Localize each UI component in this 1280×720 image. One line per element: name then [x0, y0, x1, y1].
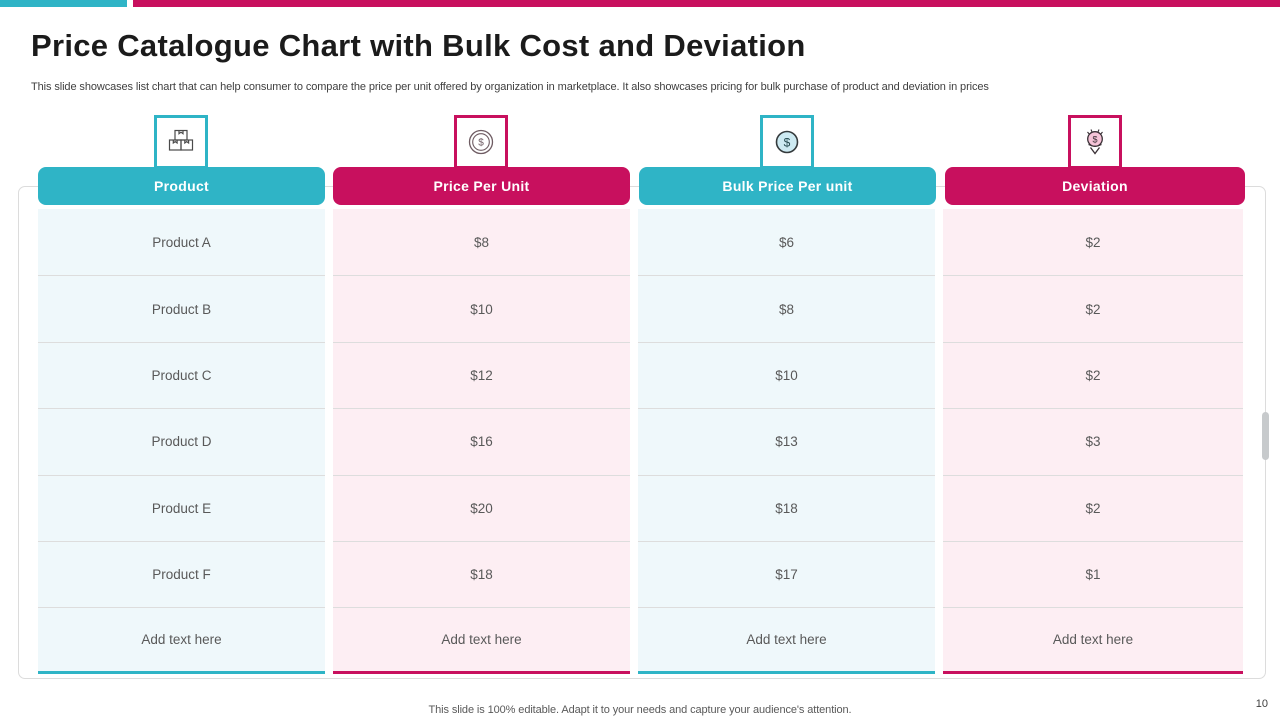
table-cell: $12	[333, 341, 630, 409]
table-cell: $17	[638, 540, 935, 608]
coin-dollar-icon: $	[454, 115, 508, 169]
slide-subtitle: This slide showcases list chart that can…	[31, 81, 989, 93]
table-cell: $2	[943, 474, 1243, 541]
column-header-product: Product	[38, 167, 325, 205]
placeholder-cell[interactable]: Add text here	[38, 607, 325, 674]
placeholder-cell[interactable]: Add text here	[333, 607, 630, 674]
table-cell: $20	[333, 474, 630, 541]
scrollbar-thumb[interactable]	[1262, 412, 1269, 460]
table-cell: Product B	[38, 275, 325, 342]
table-cell: Product C	[38, 341, 325, 409]
table-cell: $18	[333, 540, 630, 608]
column-header-label: Product	[154, 178, 209, 194]
column-header-label: Deviation	[1062, 178, 1128, 194]
top-accent-bar-pink	[133, 0, 1280, 7]
table-cell: Product D	[38, 408, 325, 475]
column-header-price-per-unit: Price Per Unit	[333, 167, 630, 205]
table-cell: $16	[333, 408, 630, 475]
table-cell: Product E	[38, 474, 325, 541]
placeholder-cell[interactable]: Add text here	[943, 607, 1243, 674]
table-cell: $2	[943, 209, 1243, 276]
table-cell: $3	[943, 408, 1243, 475]
dollar-glyph: $	[478, 138, 484, 149]
table-cell: $8	[638, 275, 935, 342]
page-title: Price Catalogue Chart with Bulk Cost and…	[31, 28, 806, 63]
table-cell: $1	[943, 540, 1243, 608]
column-header-label: Bulk Price Per unit	[722, 178, 853, 194]
dollar-circle-icon: $	[760, 115, 814, 169]
column-header-label: Price Per Unit	[433, 178, 530, 194]
price-drop-icon: $	[1068, 115, 1122, 169]
dollar-glyph: $	[1092, 135, 1097, 145]
placeholder-cell[interactable]: Add text here	[638, 607, 935, 674]
dollar-glyph: $	[784, 135, 791, 149]
page-number: 10	[1255, 698, 1268, 710]
table-cell: $10	[638, 341, 935, 409]
footer-note: This slide is 100% editable. Adapt it to…	[428, 704, 852, 716]
table-cell: $2	[943, 275, 1243, 342]
table-cell: $6	[638, 209, 935, 276]
product-boxes-icon	[154, 115, 208, 169]
price-table: Product A $8 $6 $2 Product B $10 $8 $2 P…	[38, 209, 1243, 674]
table-cell: Product A	[38, 209, 325, 276]
table-cell: $13	[638, 408, 935, 475]
table-cell: Product F	[38, 540, 325, 608]
column-header-deviation: Deviation	[945, 167, 1245, 205]
table-cell: $2	[943, 341, 1243, 409]
top-accent-bar-teal	[0, 0, 127, 7]
table-cell: $18	[638, 474, 935, 541]
table-cell: $8	[333, 209, 630, 276]
table-cell: $10	[333, 275, 630, 342]
column-header-bulk-price: Bulk Price Per unit	[639, 167, 936, 205]
